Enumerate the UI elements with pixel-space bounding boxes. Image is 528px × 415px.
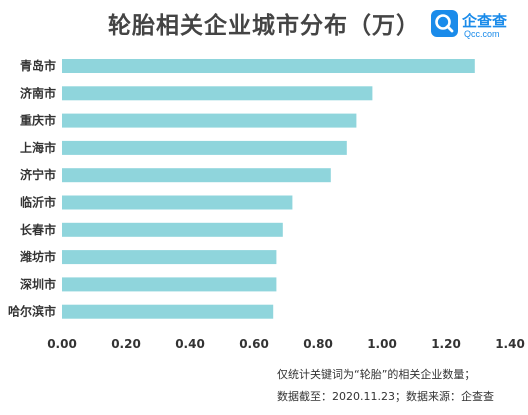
bar-7	[62, 250, 277, 265]
note-keyword: 仅统计关键词为“轮胎”的相关企业数量；	[277, 368, 476, 381]
bar-4	[62, 168, 331, 183]
category-label-5: 临沂市	[20, 195, 56, 210]
category-label-6: 长春市	[20, 222, 56, 237]
category-label-4: 济宁市	[20, 167, 56, 182]
bar-0	[62, 59, 475, 73]
category-label-7: 潍坊市	[19, 249, 56, 264]
bar-6	[62, 222, 283, 237]
x-tick-label-3: 0.60	[239, 337, 269, 351]
note-source: 数据截至：2020.11.23；数据来源：企查查	[277, 390, 494, 403]
x-tick-label-6: 1.20	[431, 337, 461, 351]
category-label-1: 济南市	[20, 85, 56, 100]
category-label-9: 哈尔滨市	[8, 304, 56, 319]
x-tick-label-4: 0.80	[303, 337, 333, 351]
bar-3	[62, 140, 347, 155]
chart-title: 轮胎相关企业城市分布（万）	[108, 13, 420, 39]
bar-9	[62, 304, 274, 319]
x-tick-label-2: 0.40	[175, 337, 205, 351]
category-label-2: 重庆市	[20, 113, 56, 128]
x-tick-label-0: 0.00	[47, 337, 77, 351]
category-label-8: 深圳市	[20, 276, 56, 291]
qcc-logo: 企查查 Qcc.com	[431, 10, 523, 42]
bar-5	[62, 195, 293, 210]
qcc-magnifier-icon	[431, 10, 458, 37]
category-label-0: 青岛市	[20, 58, 56, 73]
bar-8	[62, 277, 277, 292]
bar-2	[62, 113, 357, 128]
bar-1	[62, 86, 373, 101]
x-tick-label-7: 1.40	[495, 337, 525, 351]
logo-name: 企查查	[462, 12, 508, 30]
x-tick-label-5: 1.00	[367, 337, 397, 351]
x-tick-label-1: 0.20	[111, 337, 141, 351]
category-label-3: 上海市	[20, 140, 56, 155]
logo-domain: Qcc.com	[464, 29, 500, 39]
